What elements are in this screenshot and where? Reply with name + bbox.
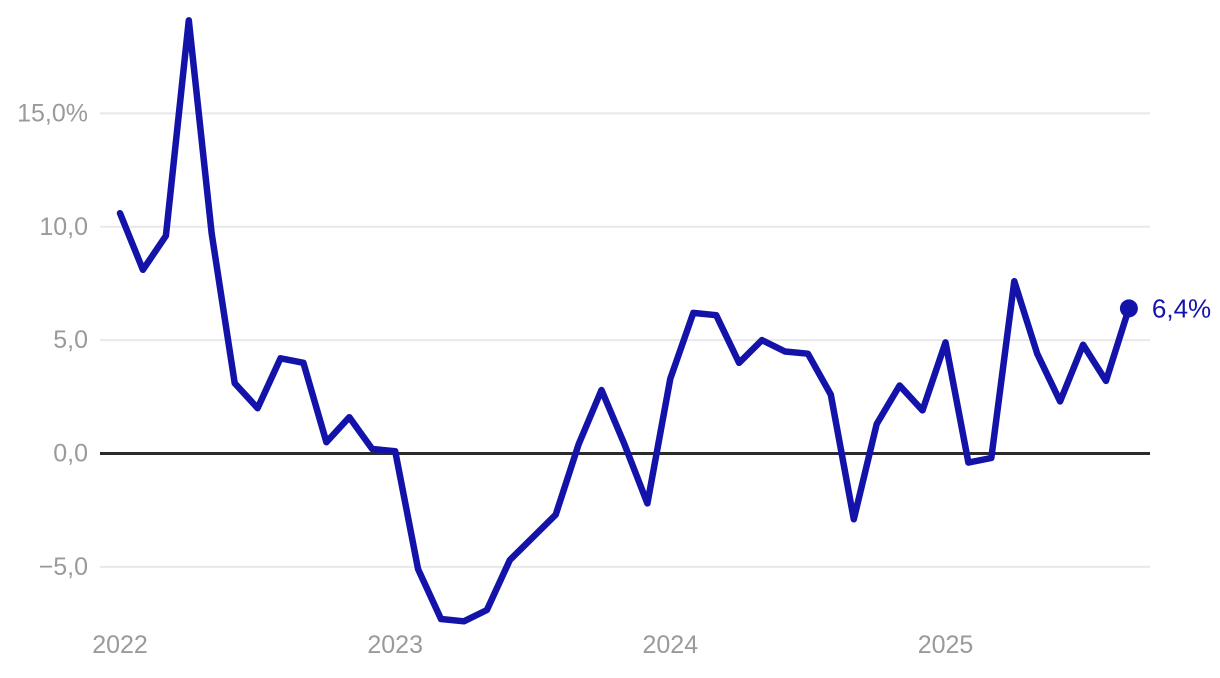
y-axis-tick-label: 15,0% [17,99,88,127]
x-axis-tick-label: 2022 [92,631,148,659]
y-axis-tick-label: 0,0 [53,440,88,468]
end-point-label: 6,4% [1152,293,1211,323]
y-axis-tick-label: 10,0 [39,213,88,241]
x-axis-tick-label: 2023 [367,631,423,659]
x-axis-tick-label: 2024 [642,631,698,659]
y-axis-tick-label: 5,0 [53,326,88,354]
end-point-dot [1119,299,1138,318]
y-axis-tick-label: −5,0 [39,553,88,581]
series-line [116,17,1133,625]
x-axis-tick-label: 2025 [918,631,974,659]
